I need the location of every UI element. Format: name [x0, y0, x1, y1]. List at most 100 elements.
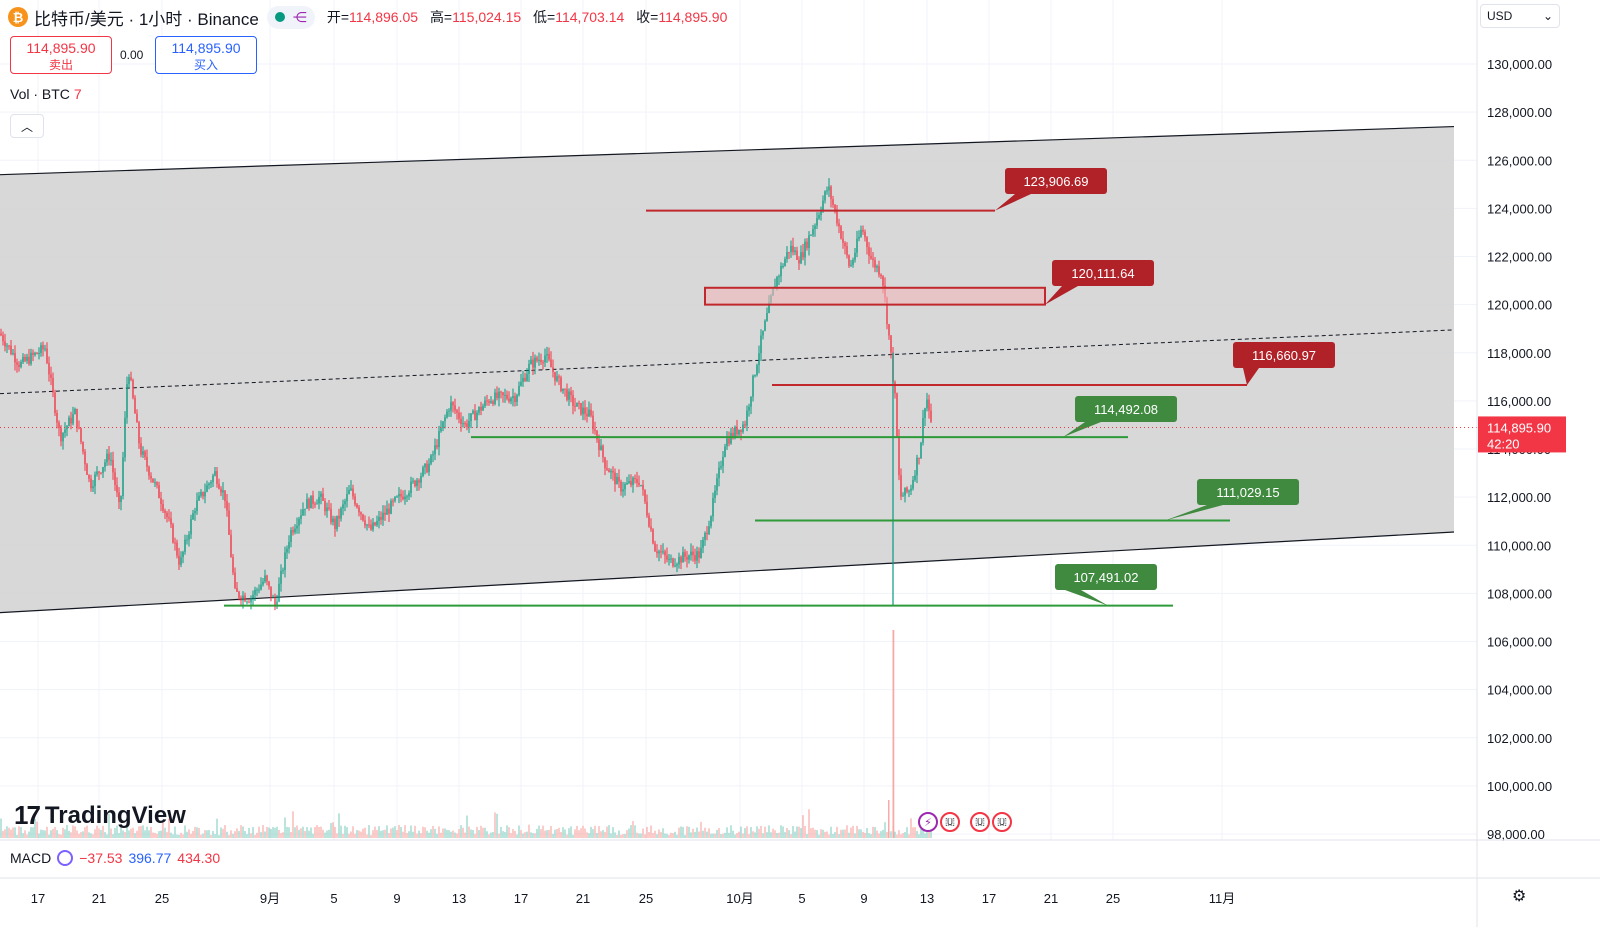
- candle-body: [874, 260, 876, 268]
- candle-body: [112, 459, 114, 473]
- volume-bar: [642, 828, 644, 838]
- candle-body: [524, 377, 526, 381]
- series-dots[interactable]: ⋲: [266, 5, 315, 29]
- volume-bar: [256, 832, 258, 838]
- buy-button[interactable]: 114,895.90 买入: [155, 36, 257, 74]
- currency-select[interactable]: USD ⌄: [1480, 4, 1560, 28]
- volume-bar: [288, 827, 290, 838]
- candle-body: [260, 584, 262, 590]
- us-flag-event-icon[interactable]: 🇺: [940, 812, 960, 832]
- candle-body: [450, 402, 452, 411]
- volume-bar: [616, 834, 618, 838]
- candle-body: [610, 470, 612, 473]
- candle-body: [442, 421, 444, 429]
- volume-bar: [414, 825, 416, 838]
- candle-body: [356, 504, 358, 508]
- volume-bar: [614, 832, 616, 838]
- volume-bar: [100, 829, 102, 838]
- volume-label: Vol · BTC: [10, 86, 70, 102]
- us-flag-event-icon-3[interactable]: 🇺: [992, 812, 1012, 832]
- candle-body: [170, 518, 172, 525]
- volume-bar: [104, 832, 106, 838]
- candle-body: [582, 407, 584, 415]
- volume-bar: [352, 826, 354, 838]
- candle-body: [64, 429, 66, 433]
- volume-bar: [260, 832, 262, 838]
- volume-bar: [844, 829, 846, 838]
- candle-body: [206, 485, 208, 492]
- symbol-title[interactable]: 比特币/美元 · 1小时 · Binance: [34, 9, 259, 29]
- candle-body: [200, 491, 202, 496]
- candle-body: [432, 454, 434, 456]
- candle-body: [466, 423, 468, 427]
- economic-events[interactable]: ⚡ 🇺 🇺 🇺: [918, 812, 1012, 832]
- candle-body: [218, 483, 220, 489]
- volume-bar: [928, 830, 930, 838]
- candle-body: [614, 472, 616, 485]
- y-tick-label: 106,000.00: [1487, 635, 1552, 650]
- chart-header: ₿ 比特币/美元 · 1小时 · Binance ⋲ 开=114,896.05 …: [8, 4, 735, 30]
- bitcoin-icon: ₿: [8, 7, 28, 27]
- volume-bar: [350, 831, 352, 838]
- candle-body: [354, 496, 356, 505]
- candle-body: [134, 397, 136, 414]
- candle-body: [750, 396, 752, 407]
- candle-body: [866, 237, 868, 248]
- candle-body: [352, 488, 354, 497]
- volume-bar: [772, 828, 774, 838]
- candle-body: [248, 601, 250, 603]
- refresh-icon[interactable]: [57, 850, 74, 866]
- candle-body: [148, 466, 150, 476]
- candle-body: [92, 486, 94, 489]
- us-flag-event-icon-2[interactable]: 🇺: [970, 812, 990, 832]
- volume-bar: [552, 833, 554, 838]
- sell-button[interactable]: 114,895.90 卖出: [10, 36, 112, 74]
- candle-body: [592, 415, 594, 430]
- volume-bar: [648, 832, 650, 838]
- volume-bar: [436, 833, 438, 838]
- candle-body: [86, 464, 88, 476]
- candle-body: [798, 259, 800, 264]
- settings-icon[interactable]: ⚙: [1512, 888, 1527, 905]
- volume-bar: [268, 827, 270, 838]
- candle-body: [518, 385, 520, 395]
- volume-bar: [584, 828, 586, 838]
- volume-bar: [702, 830, 704, 838]
- candle-body: [706, 532, 708, 535]
- volume-bar: [274, 827, 276, 838]
- volume-bar: [244, 830, 246, 838]
- volume-bar: [328, 829, 330, 838]
- volume-bar: [914, 827, 916, 838]
- flash-event-icon[interactable]: ⚡: [918, 812, 938, 832]
- volume-bar: [888, 800, 890, 838]
- candle-body: [0, 333, 2, 336]
- candle-body: [108, 453, 110, 460]
- volume-bar: [134, 833, 136, 838]
- candle-body: [872, 258, 874, 261]
- candle-body: [194, 511, 196, 514]
- level-callout-pointer: [1065, 590, 1108, 606]
- candle-body: [94, 474, 96, 487]
- collapse-legend-button[interactable]: ︿: [10, 114, 44, 138]
- x-tick-label: 17: [514, 891, 528, 906]
- candle-body: [570, 391, 572, 396]
- volume-bar: [258, 826, 260, 838]
- level-label: 114,492.08: [1094, 402, 1158, 417]
- candle-body: [914, 475, 916, 480]
- candle-body: [292, 530, 294, 533]
- volume-bar: [116, 825, 118, 838]
- candle-body: [282, 570, 284, 572]
- volume-bar: [474, 833, 476, 838]
- volume-bar: [878, 833, 880, 838]
- candle-body: [580, 403, 582, 415]
- channel-fill: [0, 126, 1454, 613]
- volume-bar: [750, 827, 752, 838]
- candle-body: [236, 587, 238, 592]
- volume-bar: [774, 830, 776, 838]
- volume-bar: [10, 829, 12, 838]
- volume-bar: [544, 830, 546, 838]
- x-tick-label: 21: [1044, 891, 1058, 906]
- candle-body: [602, 445, 604, 458]
- volume-bar: [710, 833, 712, 838]
